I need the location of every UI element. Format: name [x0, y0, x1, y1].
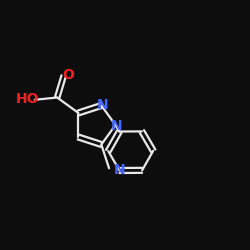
Text: N: N: [111, 120, 122, 134]
Text: N: N: [114, 164, 126, 177]
Text: N: N: [96, 98, 108, 112]
Text: HO: HO: [16, 92, 40, 106]
Text: O: O: [62, 68, 74, 82]
